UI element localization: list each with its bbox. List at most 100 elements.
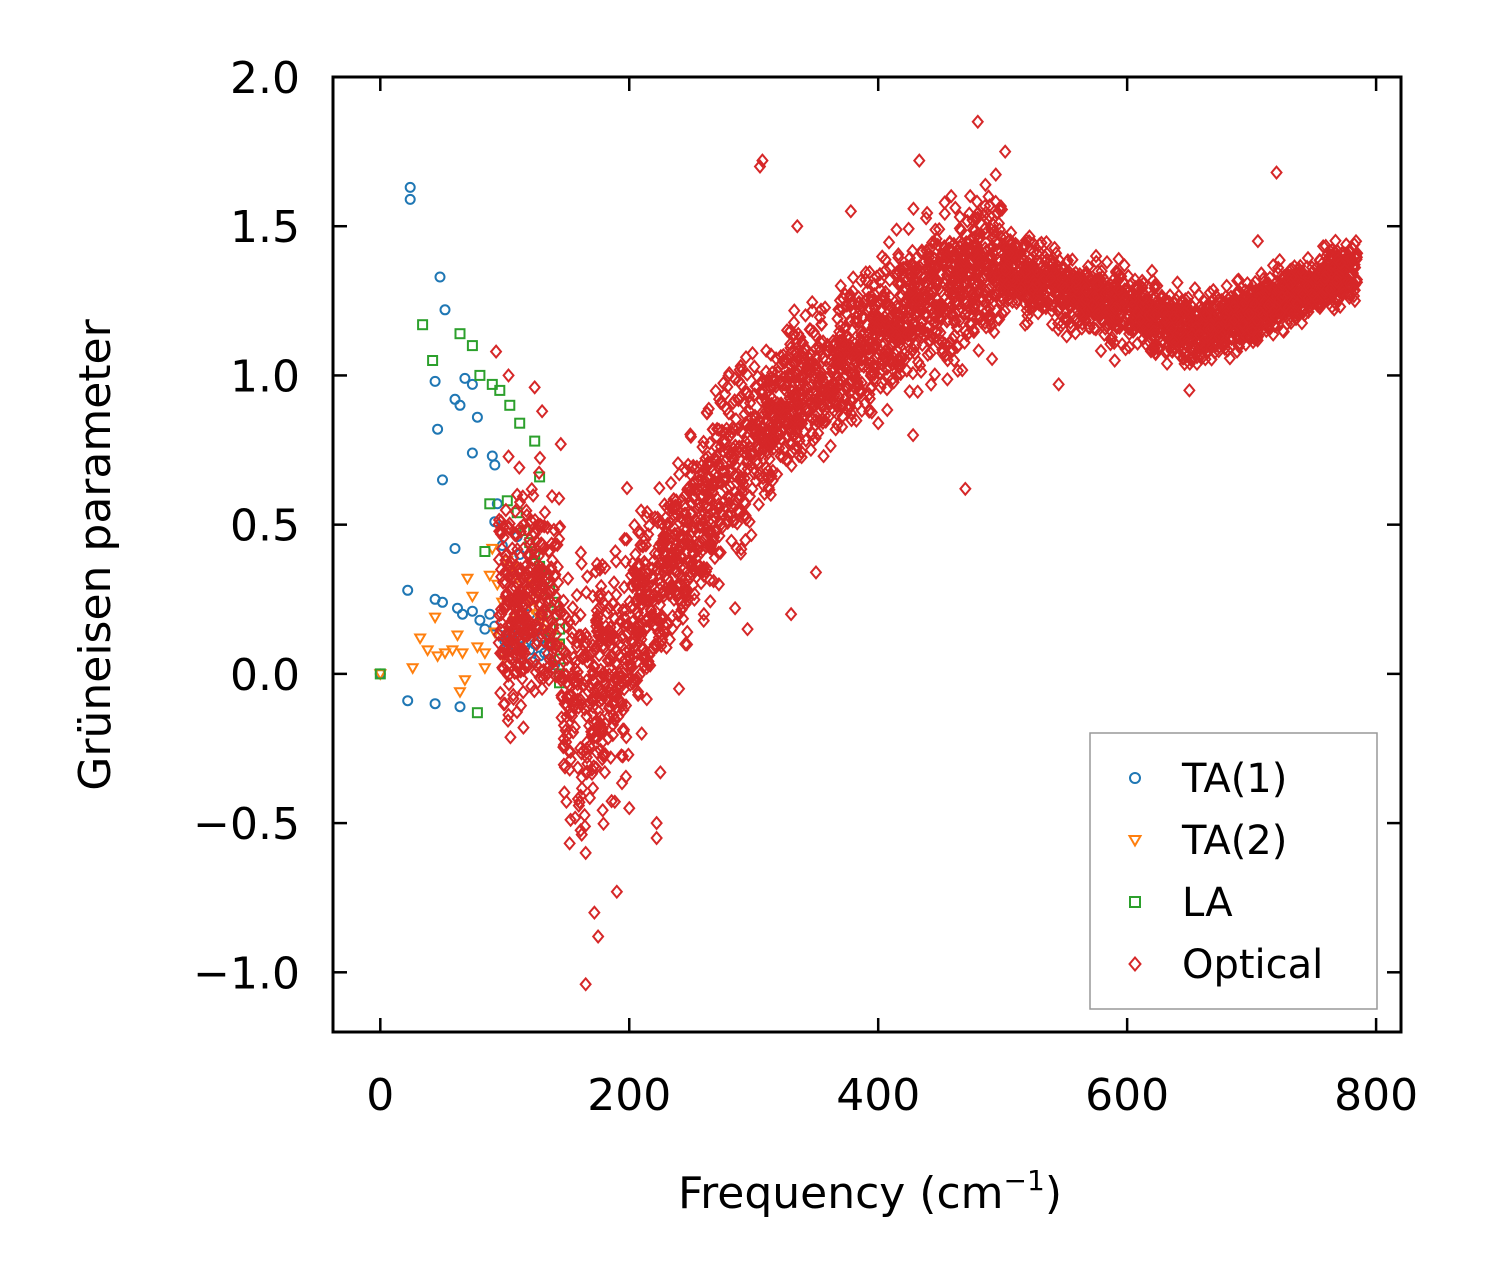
point-optical: [973, 271, 986, 287]
point-optical: [938, 206, 952, 222]
point-optical: [525, 481, 539, 497]
point-optical: [795, 449, 808, 465]
point-optical: [1161, 307, 1175, 323]
point-optical: [960, 267, 974, 283]
point-optical: [829, 421, 842, 437]
point-optical: [998, 303, 1012, 319]
point-optical: [884, 350, 897, 366]
point-optical: [1046, 255, 1060, 271]
point-optical: [799, 307, 812, 323]
point-optical: [579, 845, 592, 861]
point-optical: [963, 188, 977, 204]
point-ta-1-: [434, 271, 446, 283]
point-optical: [802, 387, 815, 402]
point-optical: [867, 371, 881, 387]
point-optical: [928, 309, 942, 325]
point-optical: [570, 587, 584, 603]
point-optical: [505, 633, 519, 649]
point-optical: [589, 614, 603, 630]
point-optical: [787, 303, 801, 318]
point-optical: [1178, 356, 1191, 372]
point-optical: [978, 287, 992, 302]
point-optical: [500, 664, 514, 680]
point-optical: [575, 556, 588, 572]
legend-label: TA(1): [1181, 756, 1287, 802]
point-optical: [838, 287, 852, 302]
point-optical: [934, 284, 948, 300]
point-optical: [872, 331, 886, 347]
point-optical: [829, 392, 842, 408]
point-optical: [544, 613, 558, 629]
point-optical: [581, 654, 594, 670]
point-optical: [618, 642, 631, 658]
point-ta-1-: [439, 304, 451, 316]
point-optical: [1167, 310, 1181, 325]
point-optical: [738, 496, 752, 512]
point-optical: [891, 276, 905, 292]
point-optical: [533, 450, 547, 466]
point-optical: [598, 674, 612, 690]
point-optical: [1349, 246, 1363, 262]
point-ta-2-: [445, 645, 460, 658]
point-optical: [1045, 263, 1058, 279]
point-optical: [643, 658, 657, 673]
point-optical: [865, 288, 878, 304]
point-optical: [782, 366, 796, 382]
point-optical: [695, 481, 709, 497]
point-la: [466, 340, 478, 352]
point-optical: [1178, 305, 1192, 321]
point-optical: [1054, 295, 1067, 311]
point-optical: [608, 666, 621, 682]
point-optical: [1199, 351, 1212, 367]
point-optical: [629, 619, 643, 635]
point-optical: [958, 306, 972, 322]
point-optical: [685, 459, 699, 475]
point-optical: [649, 639, 663, 655]
point-la: [454, 328, 466, 340]
point-optical: [939, 347, 953, 363]
point-optical: [537, 670, 550, 686]
point-optical: [640, 660, 654, 676]
point-optical: [559, 644, 572, 660]
point-optical: [859, 272, 872, 287]
point-optical: [679, 587, 692, 603]
point-ta-2-: [470, 642, 485, 655]
point-optical: [712, 459, 725, 474]
point-optical: [1044, 270, 1058, 286]
point-optical: [762, 480, 775, 495]
point-optical: [630, 578, 644, 594]
point-optical: [1069, 279, 1083, 295]
point-optical: [840, 306, 854, 322]
point-optical: [1183, 382, 1196, 398]
point-optical: [752, 429, 765, 445]
point-optical: [984, 222, 998, 238]
point-optical: [625, 635, 639, 650]
point-ta-1-: [466, 378, 478, 390]
point-ta-2-: [413, 633, 427, 645]
point-optical: [1092, 292, 1105, 308]
point-optical: [1019, 233, 1033, 248]
point-optical: [866, 320, 879, 336]
point-optical: [1230, 273, 1244, 289]
point-optical: [913, 357, 927, 373]
point-optical: [758, 466, 772, 482]
point-optical: [620, 480, 634, 496]
point-optical: [935, 302, 949, 318]
point-optical: [1159, 344, 1172, 360]
point-optical: [776, 449, 790, 465]
point-optical: [801, 381, 814, 396]
point-optical: [603, 698, 616, 714]
point-optical: [537, 579, 551, 595]
point-optical: [929, 222, 942, 238]
point-optical: [740, 367, 754, 382]
point-optical: [851, 338, 865, 354]
x-tick-label: 400: [836, 1070, 920, 1121]
point-optical: [1316, 238, 1330, 254]
point-optical: [1207, 282, 1220, 298]
point-optical: [1201, 320, 1215, 336]
point-optical: [638, 649, 652, 664]
point-optical: [564, 744, 577, 760]
point-optical: [1207, 291, 1220, 307]
point-optical: [738, 406, 751, 422]
point-optical: [676, 599, 690, 615]
